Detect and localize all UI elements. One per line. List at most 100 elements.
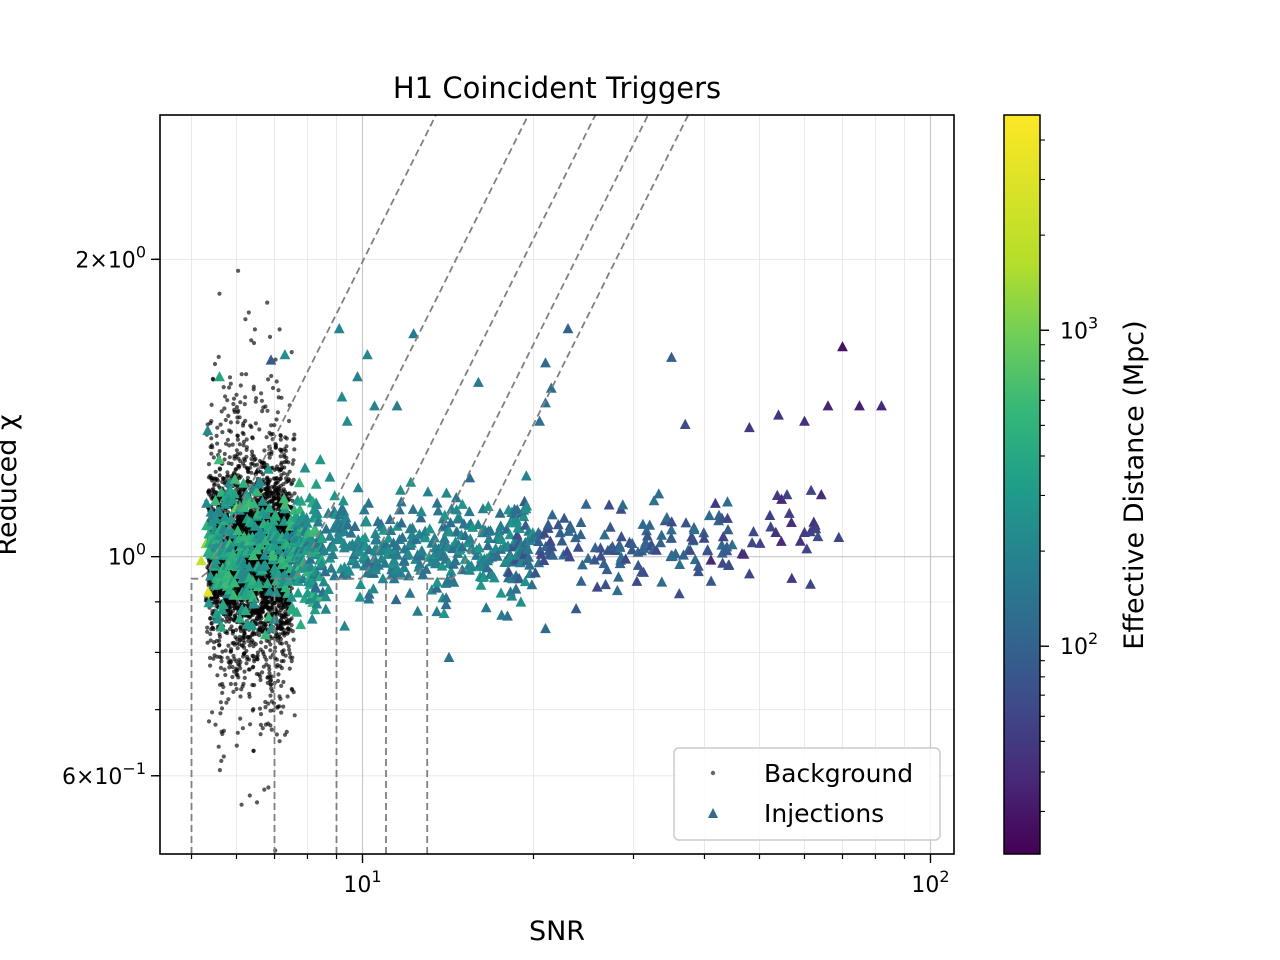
contour-lines	[190, 115, 690, 854]
injection-point	[273, 544, 285, 555]
background-point	[281, 679, 286, 685]
injection-point	[265, 354, 277, 365]
background-point	[234, 686, 239, 692]
background-point	[259, 606, 264, 611]
background-point	[208, 616, 213, 621]
injection-point	[268, 523, 280, 534]
background-point	[224, 597, 229, 603]
background-point	[239, 372, 244, 377]
background-point	[219, 655, 224, 660]
injection-point	[810, 523, 822, 534]
background-point	[221, 728, 226, 734]
injection-point	[805, 578, 816, 589]
injection-point	[294, 477, 305, 488]
injection-point	[257, 495, 268, 506]
background-point	[284, 640, 289, 646]
background-point	[284, 436, 289, 441]
injection-point	[534, 415, 545, 426]
injection-point	[440, 592, 452, 603]
background-point	[269, 451, 274, 457]
injection-point	[666, 524, 677, 535]
background-point	[259, 391, 264, 396]
background-point	[259, 590, 264, 595]
injection-point	[232, 524, 244, 536]
injection-point	[228, 589, 240, 600]
injection-point	[397, 531, 408, 542]
injection-point	[710, 497, 721, 508]
injection-point	[467, 521, 479, 532]
injection-point	[323, 583, 334, 594]
injection-point	[482, 500, 494, 511]
background-point	[262, 577, 267, 583]
injection-point	[224, 584, 236, 595]
background-point	[227, 443, 232, 448]
injection-point	[363, 588, 375, 599]
background-point	[238, 400, 243, 405]
background-point	[215, 425, 220, 430]
background-point	[210, 476, 216, 481]
injection-point	[684, 544, 696, 555]
background-point	[277, 704, 282, 709]
background-point	[234, 392, 239, 397]
background-point	[259, 629, 264, 635]
background-point	[235, 646, 240, 651]
injection-point	[234, 612, 246, 623]
background-point	[242, 402, 247, 407]
background-point	[263, 699, 268, 705]
background-point	[238, 474, 243, 479]
injection-point	[249, 520, 261, 531]
background-point	[238, 638, 243, 643]
background-point	[269, 636, 274, 641]
background-point	[241, 651, 246, 656]
background-point	[277, 694, 282, 699]
injection-point	[213, 454, 225, 465]
background-point	[238, 694, 243, 699]
background-point	[275, 612, 280, 617]
injection-point	[312, 516, 324, 527]
background-point	[234, 627, 239, 633]
injection-point	[316, 532, 328, 543]
background-point	[292, 713, 297, 718]
injection-point	[259, 629, 271, 640]
injection-point	[538, 554, 550, 565]
background-point	[246, 667, 251, 672]
background-point	[265, 495, 270, 500]
background-point	[278, 437, 283, 442]
background-point	[289, 659, 294, 664]
background-point	[253, 399, 258, 404]
background-point	[269, 498, 274, 503]
background-point	[276, 604, 281, 609]
injection-point	[223, 569, 235, 580]
injection-point	[466, 560, 477, 571]
background-point	[249, 424, 254, 430]
background-point	[276, 388, 281, 393]
legend-background-label: Background	[764, 759, 913, 788]
injection-point	[316, 558, 328, 569]
injection-point	[781, 489, 793, 500]
plot-frame	[159, 114, 955, 855]
injection-point	[575, 575, 587, 586]
background-point	[242, 669, 247, 674]
background-point	[276, 625, 281, 631]
injection-point	[306, 613, 318, 624]
injection-point	[229, 577, 240, 588]
injection-point	[247, 549, 259, 561]
background-point	[257, 427, 262, 432]
background-point	[264, 435, 269, 440]
background-point	[258, 674, 263, 679]
background-point	[226, 413, 231, 418]
chisq-contour-line	[385, 115, 650, 854]
background-point	[281, 704, 286, 709]
y-tick-label: 2×100	[75, 242, 146, 273]
injection-point	[202, 424, 214, 436]
background-point	[238, 383, 243, 388]
background-point	[257, 706, 263, 711]
background-point	[254, 396, 259, 401]
background-point	[280, 605, 285, 610]
background-point	[213, 469, 218, 474]
background-point	[266, 488, 271, 493]
background-point	[269, 373, 274, 379]
background-point	[205, 422, 210, 427]
injection-point	[320, 523, 332, 534]
injection-point	[564, 551, 576, 562]
